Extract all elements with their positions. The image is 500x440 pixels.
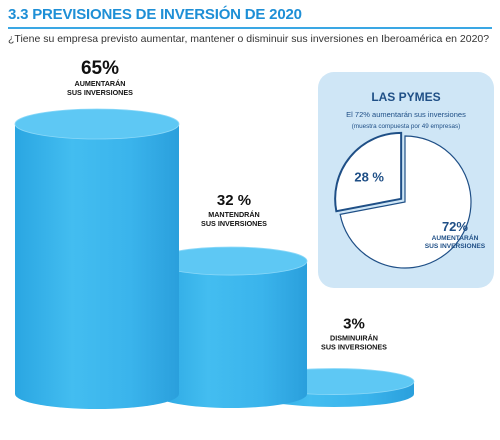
survey-question: ¿Tiene su empresa previsto aumentar, man… — [8, 33, 490, 45]
bar-value-label: 3% — [343, 316, 365, 333]
pie-category-label: AUMENTARÁN — [432, 233, 479, 242]
bar-category-label: MANTENDRÁN — [208, 210, 260, 219]
pie-slice-large — [339, 135, 472, 269]
title-rule — [8, 27, 492, 29]
pie-slice-small — [334, 131, 403, 213]
pymes-inset: LAS PYMES El 72% aumentarán sus inversio… — [318, 72, 494, 288]
bar-category-label: SUS INVERSIONES — [201, 219, 267, 228]
cylinder-top — [14, 108, 180, 140]
inset-subtitle: El 72% aumentarán sus inversiones — [346, 110, 466, 119]
pie-value-label: 72% — [442, 219, 468, 234]
bar-category-label: SUS INVERSIONES — [321, 343, 387, 352]
cylinder-body — [15, 124, 179, 409]
bar-value-label: 65% — [81, 58, 119, 79]
cylinder-bar — [154, 246, 308, 408]
cylinder-bar — [14, 108, 180, 409]
pie-category-label: SUS INVERSIONES — [425, 243, 486, 250]
pie-value-label: 28 % — [354, 170, 384, 185]
bar-category-label: AUMENTARÁN — [75, 79, 126, 88]
cylinder-bars — [14, 108, 415, 409]
bar-category-label: SUS INVERSIONES — [67, 88, 133, 97]
inset-title: LAS PYMES — [371, 90, 440, 104]
inset-note: (muestra compuesta por 49 empresas) — [352, 123, 461, 130]
bar-value-label: 32 % — [217, 192, 251, 209]
page-title: 3.3 PREVISIONES DE INVERSIÓN DE 2020 — [8, 6, 302, 23]
bar-category-label: DISMINUIRÁN — [330, 334, 378, 343]
cylinder-body — [155, 261, 307, 408]
